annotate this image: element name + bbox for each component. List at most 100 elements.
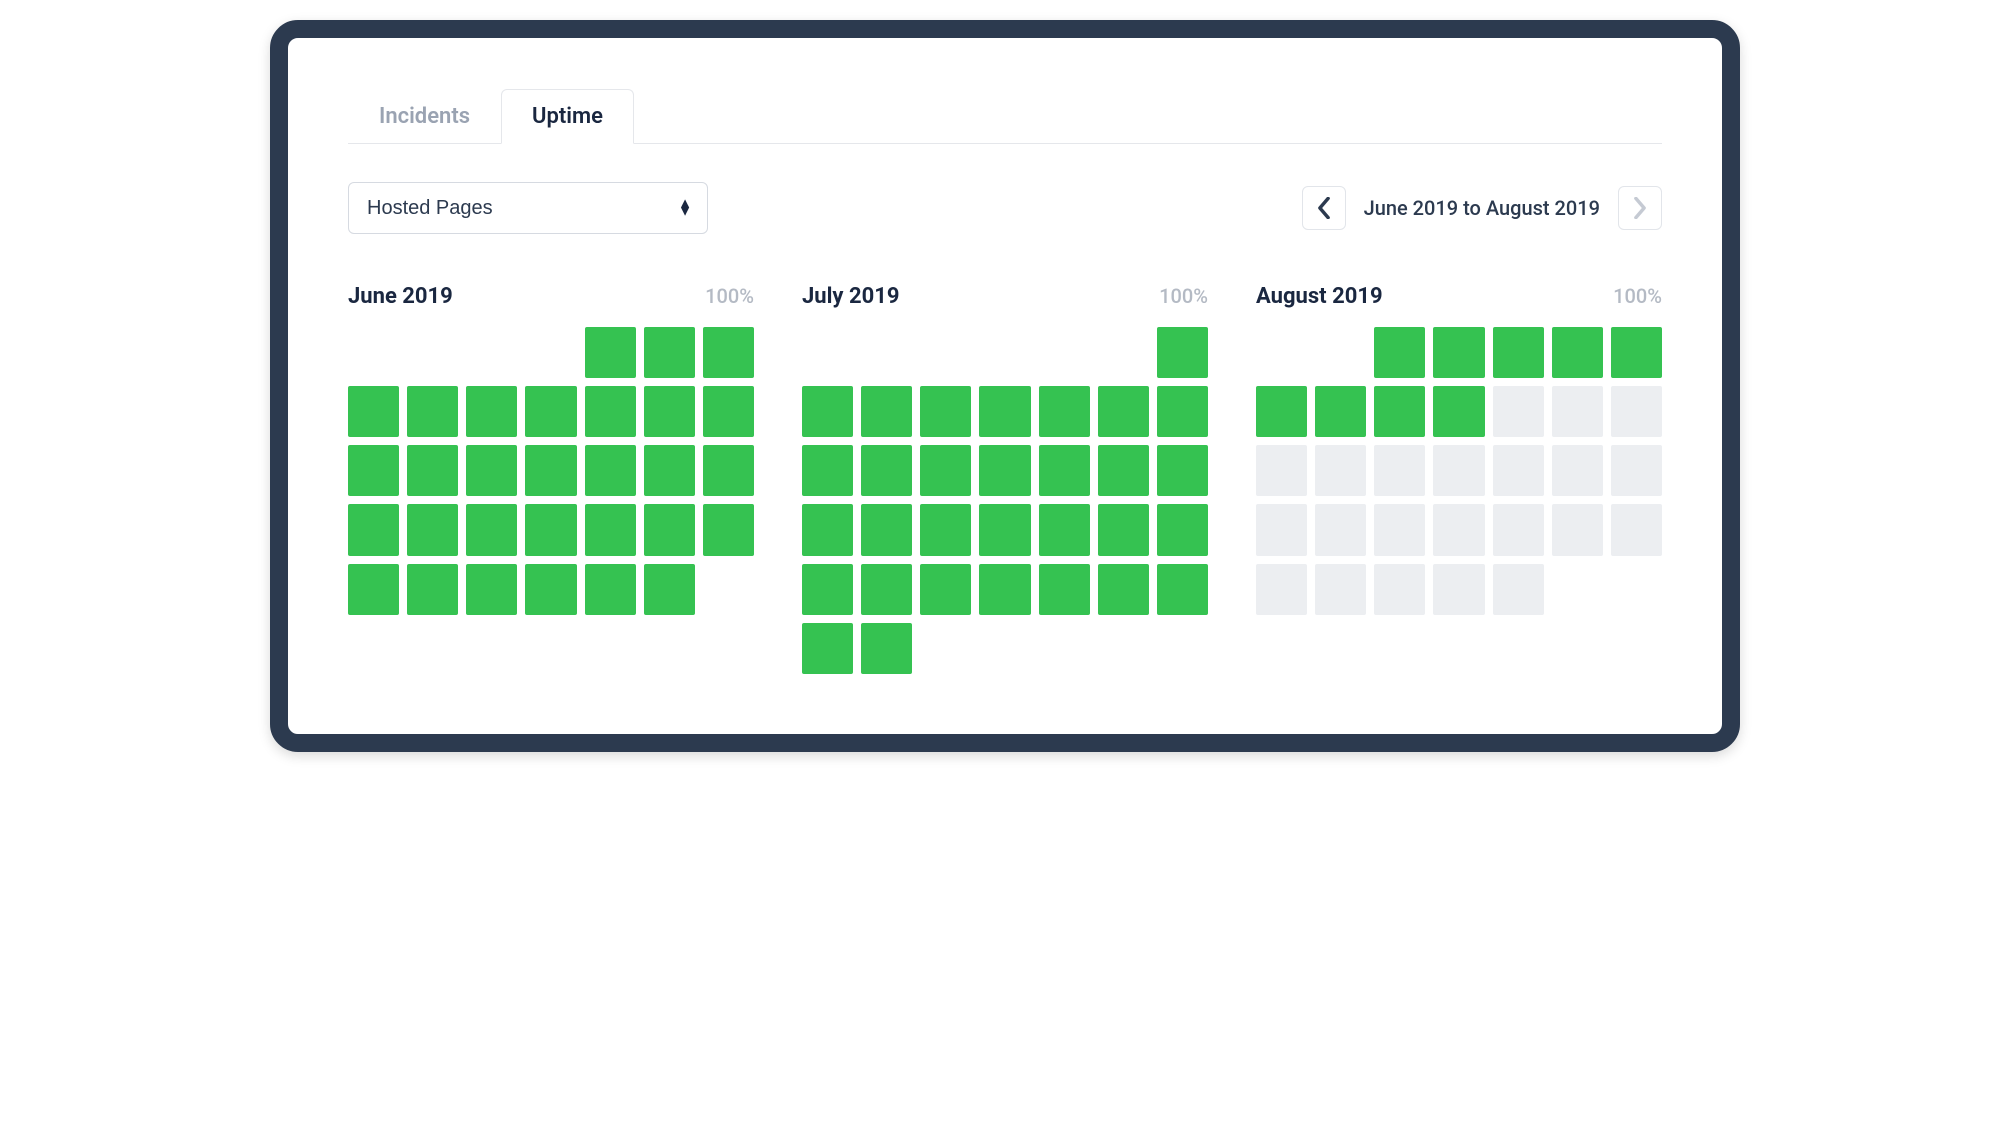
day-cell[interactable] — [585, 504, 636, 555]
day-cell[interactable] — [1611, 445, 1662, 496]
day-cell[interactable] — [1098, 386, 1149, 437]
day-cell[interactable] — [979, 564, 1030, 615]
day-cell[interactable] — [466, 386, 517, 437]
day-cell[interactable] — [861, 386, 912, 437]
day-cell[interactable] — [1433, 445, 1484, 496]
day-cell[interactable] — [703, 504, 754, 555]
tab-uptime[interactable]: Uptime — [501, 89, 634, 144]
day-cell[interactable] — [1374, 445, 1425, 496]
day-cell[interactable] — [1433, 386, 1484, 437]
day-cell[interactable] — [525, 504, 576, 555]
day-cell[interactable] — [1157, 327, 1208, 378]
day-cell[interactable] — [644, 445, 695, 496]
day-cell[interactable] — [1374, 327, 1425, 378]
day-cell[interactable] — [1552, 327, 1603, 378]
month-panel: July 2019100% — [802, 284, 1208, 674]
day-cell[interactable] — [802, 386, 853, 437]
day-cell[interactable] — [1315, 564, 1366, 615]
day-cell[interactable] — [920, 386, 971, 437]
day-cell[interactable] — [348, 386, 399, 437]
day-cell[interactable] — [1157, 564, 1208, 615]
day-cell[interactable] — [466, 445, 517, 496]
day-cell[interactable] — [348, 564, 399, 615]
day-cell[interactable] — [1493, 327, 1544, 378]
day-cell[interactable] — [1611, 327, 1662, 378]
day-cell[interactable] — [1098, 564, 1149, 615]
day-cell[interactable] — [703, 327, 754, 378]
day-cell[interactable] — [1039, 386, 1090, 437]
day-cell[interactable] — [920, 445, 971, 496]
day-cell[interactable] — [466, 564, 517, 615]
day-cell[interactable] — [979, 445, 1030, 496]
day-cell[interactable] — [1611, 504, 1662, 555]
day-cell[interactable] — [979, 504, 1030, 555]
day-cell[interactable] — [585, 327, 636, 378]
day-cell[interactable] — [802, 564, 853, 615]
day-cell[interactable] — [1433, 564, 1484, 615]
day-cell[interactable] — [1374, 504, 1425, 555]
day-cell[interactable] — [920, 504, 971, 555]
day-cell[interactable] — [1098, 445, 1149, 496]
day-cell[interactable] — [1493, 504, 1544, 555]
day-cell[interactable] — [1433, 504, 1484, 555]
day-cell[interactable] — [585, 564, 636, 615]
day-cell[interactable] — [1315, 445, 1366, 496]
day-cell[interactable] — [1611, 386, 1662, 437]
day-cell[interactable] — [525, 445, 576, 496]
day-cell[interactable] — [1552, 386, 1603, 437]
day-cell[interactable] — [861, 623, 912, 674]
day-cell[interactable] — [1374, 386, 1425, 437]
day-cell[interactable] — [407, 504, 458, 555]
day-cell[interactable] — [644, 386, 695, 437]
day-cell[interactable] — [1098, 504, 1149, 555]
day-cell[interactable] — [1493, 445, 1544, 496]
month-panel: June 2019100% — [348, 284, 754, 674]
day-cell[interactable] — [861, 445, 912, 496]
day-cell[interactable] — [1552, 504, 1603, 555]
day-cell[interactable] — [1315, 386, 1366, 437]
next-range-button[interactable] — [1618, 186, 1662, 230]
day-cell[interactable] — [1157, 504, 1208, 555]
day-cell[interactable] — [1157, 386, 1208, 437]
day-cell[interactable] — [348, 504, 399, 555]
day-cell[interactable] — [1493, 386, 1544, 437]
day-cell[interactable] — [1374, 564, 1425, 615]
day-cell[interactable] — [979, 386, 1030, 437]
day-cell[interactable] — [1039, 504, 1090, 555]
day-cell[interactable] — [525, 564, 576, 615]
day-cell[interactable] — [920, 564, 971, 615]
day-cell[interactable] — [585, 386, 636, 437]
day-cell[interactable] — [585, 445, 636, 496]
day-cell[interactable] — [802, 623, 853, 674]
day-cell[interactable] — [1256, 445, 1307, 496]
day-cell[interactable] — [525, 386, 576, 437]
day-cell[interactable] — [1256, 504, 1307, 555]
day-cell[interactable] — [802, 504, 853, 555]
day-cell[interactable] — [802, 445, 853, 496]
day-cell[interactable] — [1315, 504, 1366, 555]
day-cell[interactable] — [466, 504, 517, 555]
day-cell[interactable] — [644, 327, 695, 378]
day-cell[interactable] — [1039, 445, 1090, 496]
day-cell[interactable] — [1552, 445, 1603, 496]
day-cell[interactable] — [861, 564, 912, 615]
day-cell[interactable] — [407, 564, 458, 615]
day-cell[interactable] — [348, 445, 399, 496]
day-cell[interactable] — [703, 445, 754, 496]
day-cell[interactable] — [1039, 564, 1090, 615]
day-cell[interactable] — [407, 445, 458, 496]
day-cell[interactable] — [1256, 564, 1307, 615]
day-cell[interactable] — [861, 504, 912, 555]
day-cell[interactable] — [644, 564, 695, 615]
day-cell[interactable] — [1433, 327, 1484, 378]
day-cell[interactable] — [1256, 386, 1307, 437]
day-cell[interactable] — [644, 504, 695, 555]
day-cell[interactable] — [407, 386, 458, 437]
day-cell[interactable] — [1493, 564, 1544, 615]
day-cell[interactable] — [1157, 445, 1208, 496]
day-cell[interactable] — [703, 386, 754, 437]
prev-range-button[interactable] — [1302, 186, 1346, 230]
chevron-left-icon — [1317, 197, 1331, 219]
filter-select[interactable]: Hosted Pages — [348, 182, 708, 234]
tab-incidents[interactable]: Incidents — [348, 89, 501, 144]
